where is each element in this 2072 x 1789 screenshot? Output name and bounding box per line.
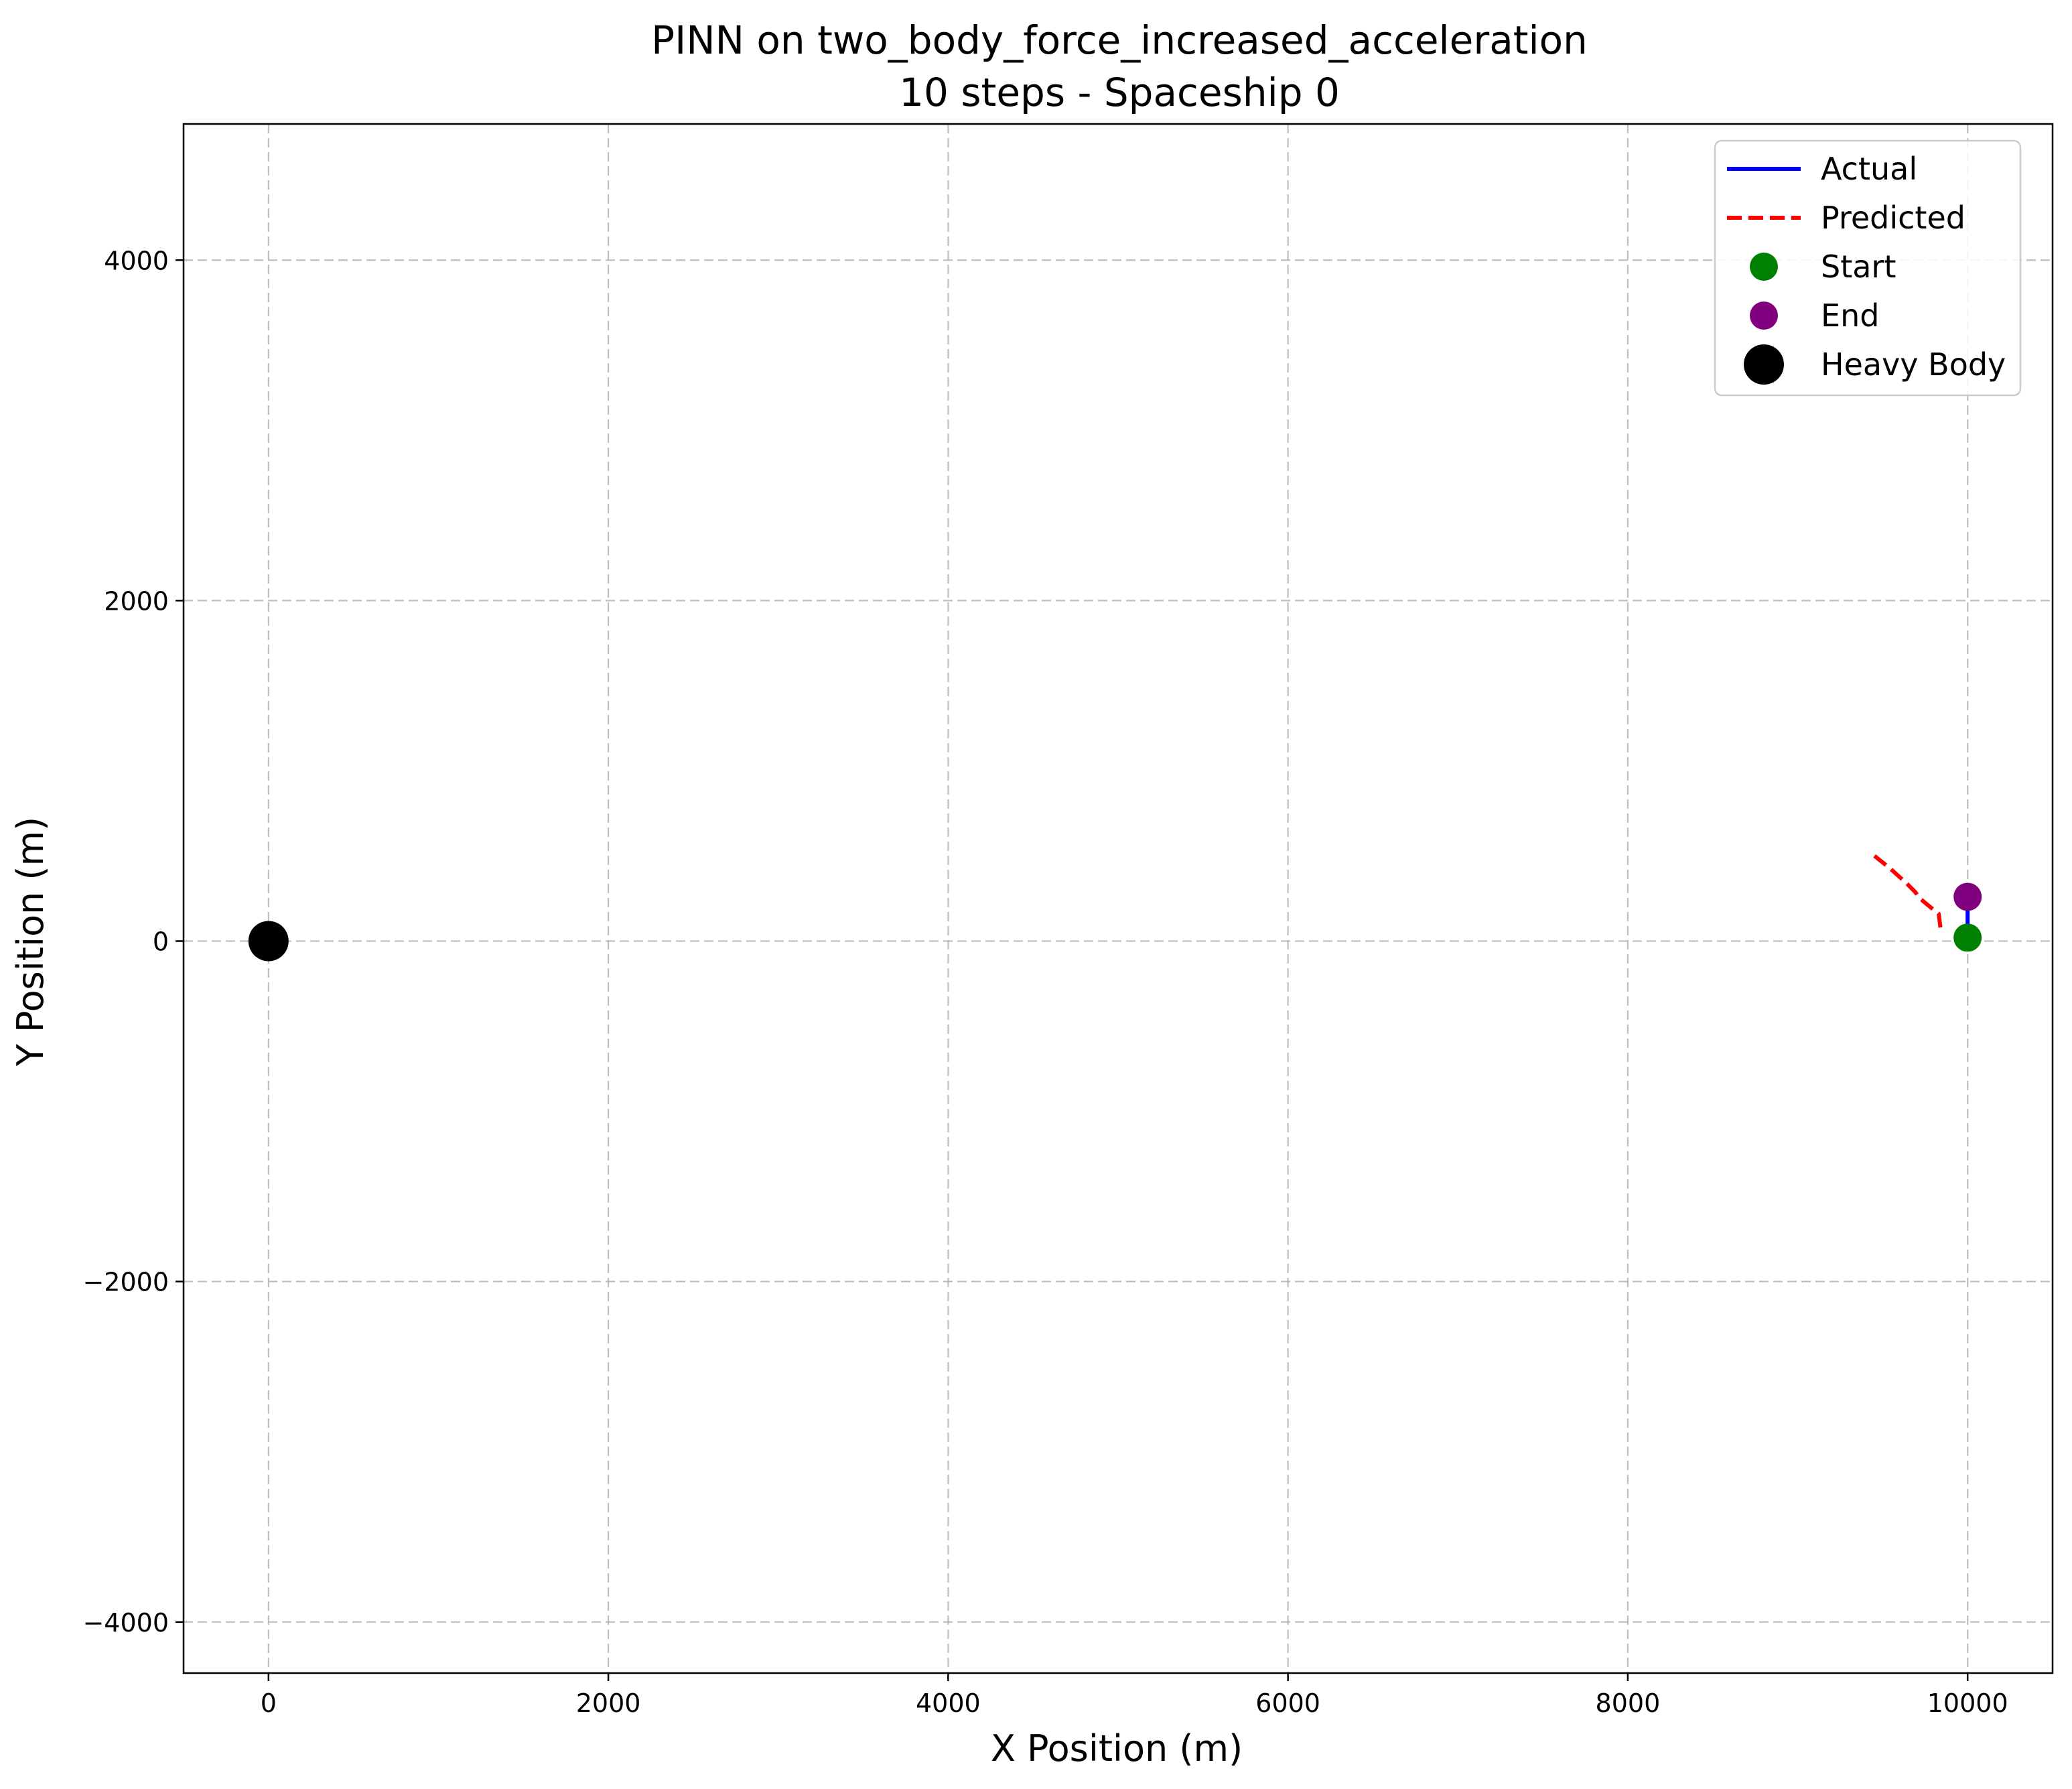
x-tick-label: 2000: [576, 1688, 641, 1718]
y-tick-label: −2000: [82, 1268, 169, 1297]
legend-start-swatch: [1750, 253, 1778, 281]
x-tick-label: 8000: [1596, 1688, 1661, 1718]
x-tick-label: 6000: [1255, 1688, 1320, 1718]
grid-lines: [184, 124, 2053, 1673]
plot-frame: [182, 123, 2054, 1674]
y-tick-label: 2000: [104, 586, 169, 616]
legend: Actual Predicted Start End Heavy Body: [1714, 139, 2022, 397]
y-tick-label: −4000: [82, 1608, 169, 1638]
x-tick-label: 0: [261, 1688, 277, 1718]
heavy-body-marker: [248, 921, 289, 962]
predicted-trajectory-line: [1871, 852, 1943, 928]
end-marker: [1953, 882, 1982, 911]
x-tick-label: 4000: [916, 1688, 981, 1718]
chart-subtitle: 10 steps - Spaceship 0: [899, 70, 1340, 115]
x-tick-label: 10000: [1927, 1688, 2008, 1718]
legend-heavy-body-label: Heavy Body: [1821, 346, 2006, 383]
y-tick-label: 0: [153, 927, 169, 957]
legend-box: [1714, 139, 2022, 397]
y-tick-label: 4000: [104, 246, 169, 275]
axis-ticks: 0 2000 4000 6000 8000 10000 −4000 −2000 0 2000 400…: [82, 246, 2008, 1718]
y-axis-label: Y Position (m): [9, 817, 52, 1067]
chart-title: PINN on two_body_force_increased_acceler…: [651, 17, 1588, 63]
legend-actual-label: Actual: [1821, 151, 1917, 187]
start-marker: [1953, 923, 1982, 952]
legend-end-label: End: [1821, 297, 1879, 334]
legend-predicted-label: Predicted: [1821, 200, 1965, 236]
legend-heavy-body-swatch: [1744, 344, 1784, 385]
legend-start-label: Start: [1821, 249, 1896, 285]
x-axis-label: X Position (m): [991, 1727, 1243, 1770]
legend-end-swatch: [1750, 302, 1778, 330]
plot-series: [248, 852, 1982, 962]
